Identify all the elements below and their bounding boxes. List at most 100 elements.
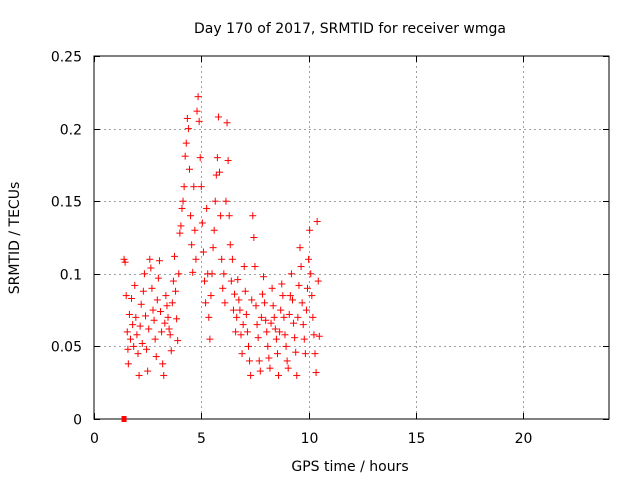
- data-point: [315, 332, 323, 340]
- data-point: [201, 277, 209, 285]
- data-point: [233, 313, 241, 321]
- data-point: [212, 171, 220, 179]
- data-point: [202, 299, 210, 307]
- data-point: [247, 371, 255, 379]
- data-point: [234, 276, 242, 284]
- data-point: [302, 306, 310, 314]
- data-point: [130, 342, 138, 350]
- data-point: [291, 334, 299, 342]
- data-point: [182, 139, 190, 147]
- data-point: [190, 183, 198, 191]
- data-point: [254, 334, 262, 342]
- data-point: [172, 287, 180, 295]
- data-point: [229, 306, 237, 314]
- data-point: [133, 331, 141, 339]
- data-point: [184, 125, 192, 133]
- data-point: [300, 335, 308, 343]
- data-point: [147, 264, 155, 272]
- data-point: [163, 302, 171, 310]
- data-point: [298, 299, 306, 307]
- data-point: [225, 212, 233, 220]
- data-point: [135, 371, 143, 379]
- data-point: [129, 321, 137, 329]
- data-point: [286, 292, 294, 300]
- data-point: [154, 274, 162, 282]
- data-point: [281, 331, 289, 339]
- data-point: [310, 331, 318, 339]
- data-point: [197, 183, 205, 191]
- data-point: [166, 331, 174, 339]
- data-point: [213, 154, 221, 162]
- data-point: [211, 197, 219, 205]
- data-point: [246, 357, 254, 365]
- data-point: [206, 335, 214, 343]
- data-point: [301, 350, 309, 358]
- data-point: [221, 299, 229, 307]
- data-point: [261, 299, 269, 307]
- data-point: [266, 364, 274, 372]
- data-point: [132, 313, 140, 321]
- data-point: [140, 270, 148, 278]
- data-point: [265, 354, 273, 362]
- data-point: [220, 270, 228, 278]
- data-point: [180, 183, 188, 191]
- y-tick-label: 0.1: [60, 268, 82, 284]
- data-point: [256, 367, 264, 375]
- data-point: [122, 292, 130, 300]
- data-point: [219, 284, 227, 292]
- data-point: [139, 287, 147, 295]
- data-point: [279, 292, 287, 300]
- data-point: [168, 299, 176, 307]
- data-point: [148, 284, 156, 292]
- data-point: [238, 350, 246, 358]
- data-point: [306, 226, 314, 234]
- data-point: [195, 117, 203, 125]
- x-tick-label: 0: [90, 431, 99, 447]
- data-point: [177, 222, 185, 230]
- data-point: [155, 257, 163, 265]
- data-point: [145, 325, 153, 333]
- data-point: [150, 316, 158, 324]
- data-point: [175, 270, 183, 278]
- data-point: [295, 281, 303, 289]
- zero-marker: [121, 416, 127, 422]
- data-point: [288, 296, 296, 304]
- data-point: [251, 263, 259, 271]
- data-point: [277, 306, 285, 314]
- data-point: [292, 348, 300, 356]
- data-point: [276, 328, 284, 336]
- data-point: [176, 229, 184, 237]
- data-point: [270, 313, 278, 321]
- y-tick-label: 0: [73, 413, 82, 429]
- data-point: [167, 347, 175, 355]
- data-point: [312, 369, 320, 377]
- data-point: [121, 258, 129, 266]
- data-point: [161, 319, 169, 327]
- data-point: [275, 371, 283, 379]
- data-point: [297, 263, 305, 271]
- data-point: [158, 328, 166, 336]
- data-point: [232, 328, 240, 336]
- data-point: [243, 328, 251, 336]
- data-point: [205, 313, 213, 321]
- data-point: [285, 310, 293, 318]
- data-point: [178, 204, 186, 212]
- data-point: [263, 328, 271, 336]
- data-point: [124, 360, 132, 368]
- data-points: [120, 93, 323, 422]
- data-point: [210, 226, 218, 234]
- data-point: [269, 302, 277, 310]
- data-point: [258, 290, 266, 298]
- data-point: [227, 277, 235, 285]
- data-point: [162, 292, 170, 300]
- data-point: [267, 319, 275, 327]
- data-point: [142, 312, 149, 320]
- data-point: [249, 212, 257, 220]
- data-point: [223, 119, 231, 127]
- data-point: [313, 218, 321, 226]
- data-point: [128, 294, 136, 302]
- data-point: [264, 342, 272, 350]
- data-point: [253, 321, 261, 329]
- data-point: [272, 335, 280, 343]
- y-tick-label: 0.2: [60, 123, 82, 139]
